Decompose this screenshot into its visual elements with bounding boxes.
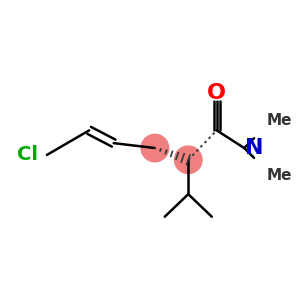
Circle shape [175,146,202,174]
Circle shape [141,134,169,162]
Text: Me: Me [267,168,292,183]
Text: O: O [207,83,226,103]
Text: Cl: Cl [17,146,38,164]
Text: N: N [245,138,263,158]
Text: Me: Me [267,113,292,128]
